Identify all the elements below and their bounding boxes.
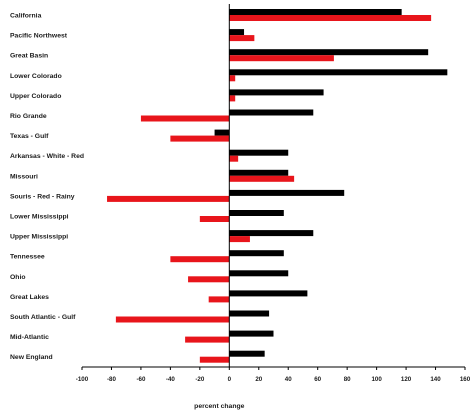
bars-group [107, 9, 448, 363]
category-label: Lower Mississippi [10, 214, 69, 221]
bar-series-1 [229, 49, 429, 56]
category-label: California [10, 13, 42, 20]
x-tick-label: -80 [107, 376, 117, 383]
bar-series-2 [188, 276, 230, 283]
category-label: Arkansas - White - Red [10, 153, 84, 160]
category-label: Upper Mississippi [10, 234, 68, 241]
category-labels: California Pacific Northwest Great Basin Lo… [10, 13, 84, 362]
bar-series-2 [115, 316, 230, 323]
bar-series-1 [229, 29, 245, 36]
bar-series-1 [229, 109, 314, 116]
x-tick-label: -40 [166, 376, 176, 383]
bar-series-2 [170, 256, 230, 263]
bar-series-2 [229, 155, 239, 162]
bar-series-1 [214, 129, 230, 136]
bar-series-1 [229, 330, 274, 337]
category-label: Texas - Gulf [10, 133, 49, 140]
category-label: Lower Colorado [10, 73, 62, 80]
bar-series-2 [208, 296, 230, 303]
bar-series-2 [229, 175, 295, 182]
bar-series-2 [199, 356, 230, 363]
bar-series-2 [185, 336, 230, 343]
bar-series-1 [229, 69, 448, 76]
category-label: South Atlantic - Gulf [10, 314, 76, 321]
category-label: Tennessee [10, 254, 45, 261]
bar-series-2 [229, 35, 255, 42]
x-tick-label: 60 [314, 376, 321, 383]
x-tick-label: -60 [136, 376, 146, 383]
bar-series-2 [229, 236, 250, 243]
category-label: Missouri [10, 173, 38, 180]
category-label: Upper Colorado [10, 93, 61, 100]
bar-series-2 [229, 95, 236, 102]
bar-series-2 [229, 15, 432, 21]
category-label: Great Basin [10, 53, 48, 60]
bar-series-2 [107, 195, 230, 202]
category-label: Souris - Red - Rainy [10, 193, 75, 200]
x-tick-label: -100 [76, 376, 89, 383]
category-label: Great Lakes [10, 294, 49, 301]
bar-series-1 [229, 89, 324, 96]
bar-series-1 [229, 149, 289, 156]
x-axis-ticks: -100 -80 -60 -40 -20 0 20 40 60 80 100 120 140 160 [76, 367, 471, 383]
x-axis-title: percent change [194, 403, 244, 410]
x-tick-label: 80 [344, 376, 351, 383]
bar-series-1 [229, 290, 308, 297]
bar-series-2 [140, 115, 230, 122]
bar-series-1 [229, 250, 284, 257]
bar-series-1 [229, 230, 314, 237]
x-tick-label: 140 [430, 376, 441, 383]
category-label: Mid-Atlantic [10, 334, 49, 341]
bar-series-1 [229, 310, 270, 317]
category-label: Rio Grande [10, 113, 47, 120]
category-label: Ohio [10, 274, 25, 281]
bar-series-2 [199, 216, 230, 222]
x-tick-label: 40 [285, 376, 292, 383]
bar-series-1 [229, 189, 345, 196]
bar-series-1 [229, 9, 402, 15]
bar-series-2 [229, 75, 236, 82]
bar-series-1 [229, 350, 265, 357]
bar-series-2 [229, 55, 334, 62]
x-tick-label: -20 [195, 376, 205, 383]
bar-series-1 [229, 210, 284, 216]
bar-series-1 [229, 270, 289, 277]
category-label: Pacific Northwest [10, 33, 68, 40]
x-tick-label: 100 [371, 376, 382, 383]
x-tick-label: 160 [460, 376, 471, 383]
x-tick-label: 20 [255, 376, 262, 383]
x-tick-label: 0 [228, 376, 232, 383]
category-label: New England [10, 354, 53, 361]
bar-series-2 [170, 135, 230, 142]
x-tick-label: 120 [401, 376, 412, 383]
bar-series-1 [229, 169, 289, 176]
